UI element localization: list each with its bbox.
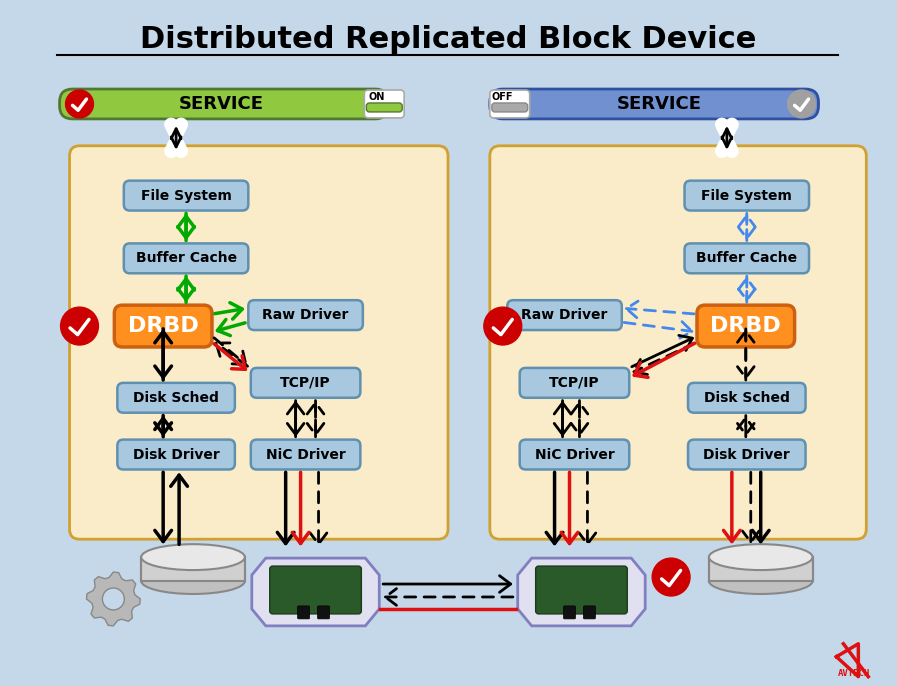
FancyBboxPatch shape <box>519 440 630 469</box>
FancyBboxPatch shape <box>490 89 818 119</box>
FancyBboxPatch shape <box>70 146 448 539</box>
FancyBboxPatch shape <box>536 566 627 614</box>
Text: Disk Sched: Disk Sched <box>133 391 219 405</box>
Text: DRBD: DRBD <box>127 316 198 336</box>
Polygon shape <box>518 558 645 626</box>
Text: Distributed Replicated Block Device: Distributed Replicated Block Device <box>140 25 756 54</box>
Text: Raw Driver: Raw Driver <box>521 308 607 322</box>
Text: DRBD: DRBD <box>710 316 781 336</box>
Text: AVTECH: AVTECH <box>838 669 870 678</box>
FancyBboxPatch shape <box>364 90 405 118</box>
FancyBboxPatch shape <box>124 244 248 273</box>
Text: SERVICE: SERVICE <box>616 95 701 113</box>
Polygon shape <box>252 558 379 626</box>
FancyBboxPatch shape <box>490 90 529 118</box>
FancyBboxPatch shape <box>124 180 248 211</box>
Text: NiC Driver: NiC Driver <box>535 447 614 462</box>
Text: OFF: OFF <box>491 92 512 102</box>
FancyBboxPatch shape <box>490 146 867 539</box>
FancyBboxPatch shape <box>248 300 363 330</box>
Circle shape <box>61 307 99 345</box>
FancyBboxPatch shape <box>684 244 809 273</box>
FancyBboxPatch shape <box>318 606 329 619</box>
FancyBboxPatch shape <box>366 103 402 112</box>
FancyBboxPatch shape <box>298 606 309 619</box>
FancyBboxPatch shape <box>114 305 212 347</box>
Text: Disk Driver: Disk Driver <box>703 447 790 462</box>
FancyBboxPatch shape <box>508 300 622 330</box>
Text: Raw Driver: Raw Driver <box>263 308 349 322</box>
Ellipse shape <box>141 544 245 570</box>
Circle shape <box>483 307 522 345</box>
Ellipse shape <box>709 544 813 570</box>
Text: TCP/IP: TCP/IP <box>549 376 600 390</box>
Text: TCP/IP: TCP/IP <box>280 376 331 390</box>
Circle shape <box>65 90 93 118</box>
Text: Disk Driver: Disk Driver <box>133 447 220 462</box>
Text: NiC Driver: NiC Driver <box>266 447 345 462</box>
FancyBboxPatch shape <box>118 383 235 413</box>
FancyBboxPatch shape <box>697 305 795 347</box>
Text: Disk Sched: Disk Sched <box>704 391 789 405</box>
Ellipse shape <box>709 568 813 594</box>
Ellipse shape <box>141 568 245 594</box>
Text: File System: File System <box>141 189 231 202</box>
Circle shape <box>652 558 690 596</box>
FancyBboxPatch shape <box>270 566 361 614</box>
FancyBboxPatch shape <box>684 180 809 211</box>
FancyBboxPatch shape <box>583 606 596 619</box>
Circle shape <box>102 588 125 610</box>
Text: SERVICE: SERVICE <box>179 95 264 113</box>
FancyBboxPatch shape <box>519 368 630 398</box>
FancyBboxPatch shape <box>251 440 361 469</box>
FancyBboxPatch shape <box>563 606 576 619</box>
Circle shape <box>788 90 815 118</box>
FancyBboxPatch shape <box>492 103 527 112</box>
FancyBboxPatch shape <box>59 89 388 119</box>
Text: ON: ON <box>368 92 385 102</box>
Polygon shape <box>709 557 813 581</box>
FancyBboxPatch shape <box>251 368 361 398</box>
Polygon shape <box>141 557 245 581</box>
FancyBboxPatch shape <box>688 383 806 413</box>
Polygon shape <box>86 572 140 626</box>
FancyBboxPatch shape <box>118 440 235 469</box>
Text: Buffer Cache: Buffer Cache <box>696 251 797 265</box>
Text: Buffer Cache: Buffer Cache <box>135 251 237 265</box>
Text: File System: File System <box>701 189 792 202</box>
FancyBboxPatch shape <box>688 440 806 469</box>
